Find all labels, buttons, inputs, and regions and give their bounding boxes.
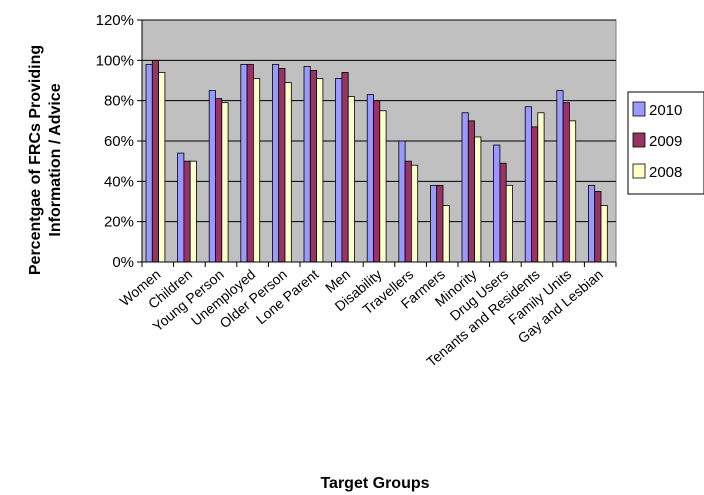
y-axis-title-line-2: Information / Advice xyxy=(47,83,64,236)
bar-2009-1 xyxy=(183,160,191,263)
bar-2010-0 xyxy=(145,63,153,263)
bar-2008-4 xyxy=(284,82,292,263)
bar-2008-7 xyxy=(379,110,387,263)
y-axis-title-line-1: Percentgae of FRCs Providing xyxy=(27,45,44,275)
y-tick-label-80: 80% xyxy=(104,93,134,110)
bar-2009-12 xyxy=(531,126,539,263)
bar-2010-2 xyxy=(208,90,216,263)
bar-2008-14 xyxy=(600,205,608,263)
legend-label-2009: 2009 xyxy=(649,133,682,150)
bar-2008-10 xyxy=(474,136,482,263)
bar-2008-1 xyxy=(189,160,197,263)
bar-2010-11 xyxy=(493,144,501,263)
legend-swatch-2009 xyxy=(632,132,646,148)
legend-label-2008: 2008 xyxy=(649,164,682,181)
bar-2008-9 xyxy=(442,205,450,263)
legend-label-2010: 2010 xyxy=(649,102,682,119)
bar-2010-5 xyxy=(303,65,311,263)
bar-2008-3 xyxy=(252,78,261,263)
bar-2009-14 xyxy=(594,191,602,263)
bar-2010-12 xyxy=(524,106,532,263)
bar-2009-11 xyxy=(499,162,507,263)
bar-2010-7 xyxy=(366,94,374,263)
bar-2008-8 xyxy=(410,164,419,263)
bar-2009-6 xyxy=(341,72,349,263)
x-axis-title: Target Groups xyxy=(320,475,429,492)
bar-2009-9 xyxy=(436,184,444,263)
bar-2008-12 xyxy=(537,112,545,263)
bar-2010-9 xyxy=(429,184,438,263)
bar-2009-10 xyxy=(467,120,475,263)
y-tick-label-20: 20% xyxy=(104,214,134,231)
bar-2009-7 xyxy=(373,100,381,263)
bar-2010-14 xyxy=(588,184,596,263)
bar-2008-6 xyxy=(347,96,355,263)
y-tick-label-120: 120% xyxy=(96,12,134,29)
bar-2010-1 xyxy=(177,152,185,263)
bar-2009-4 xyxy=(278,68,286,263)
bar-2010-10 xyxy=(461,112,469,263)
bar-2008-11 xyxy=(505,184,513,263)
bar-2009-8 xyxy=(404,160,412,263)
bar-2009-13 xyxy=(562,102,570,263)
bar-2010-6 xyxy=(335,78,343,263)
y-tick-label-100: 100% xyxy=(96,52,134,69)
bar-2008-5 xyxy=(316,78,324,263)
bar-2009-3 xyxy=(246,63,254,263)
y-axis-title: Percentgae of FRCs Providing Information… xyxy=(27,45,64,275)
y-tick-label-60: 60% xyxy=(104,133,134,150)
bar-2010-3 xyxy=(240,63,248,263)
bar-2009-0 xyxy=(151,59,160,263)
y-tick-label-40: 40% xyxy=(104,173,134,190)
bar-2008-13 xyxy=(569,120,577,263)
bar-2008-2 xyxy=(221,102,229,263)
legend-swatch-2010 xyxy=(632,101,646,117)
y-tick-label-0: 0% xyxy=(112,254,134,271)
legend-swatch-2008 xyxy=(632,163,646,179)
bar-2010-4 xyxy=(271,63,280,263)
bar-2010-8 xyxy=(398,140,406,263)
bar-2010-13 xyxy=(556,90,564,263)
bar-2009-2 xyxy=(215,98,223,263)
bar-2009-5 xyxy=(309,70,317,263)
bar-2008-0 xyxy=(158,72,166,263)
